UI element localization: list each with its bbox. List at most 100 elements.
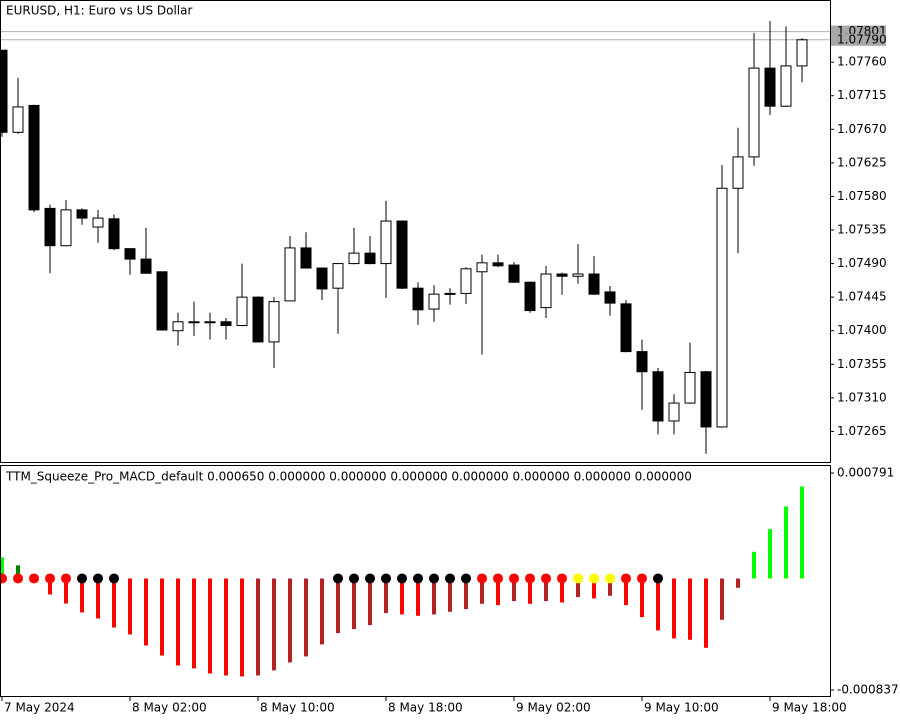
squeeze-dot <box>637 573 647 584</box>
histogram-bar <box>16 565 20 579</box>
histogram-bar <box>576 578 580 598</box>
candle-body <box>716 187 728 428</box>
y-tick-label: 1.07760 <box>837 55 887 69</box>
histogram-bar <box>432 578 436 615</box>
candle-body <box>732 156 744 189</box>
histogram-bar <box>784 506 788 579</box>
histogram-bar <box>672 578 676 639</box>
candle-body <box>28 104 40 211</box>
histogram-bar <box>464 578 468 610</box>
candle-body <box>620 303 632 353</box>
squeeze-dot <box>541 573 551 584</box>
candle-body <box>252 296 264 343</box>
squeeze-dot <box>605 573 615 584</box>
y-tick-label: 1.07445 <box>837 290 887 304</box>
x-tick-label: 9 May 02:00 <box>516 701 591 715</box>
candle-body <box>444 292 456 295</box>
main-panel-frame <box>0 0 831 463</box>
histogram-bar <box>720 578 724 620</box>
candle-body <box>460 268 472 294</box>
candle-body <box>332 263 344 289</box>
squeeze-dot <box>333 573 343 584</box>
x-tick-label: 7 May 2024 <box>4 701 75 715</box>
histogram-bar <box>528 578 532 604</box>
candle-body <box>540 273 552 309</box>
x-tick-label: 8 May 18:00 <box>388 701 463 715</box>
candle-body <box>300 247 312 269</box>
candle-body <box>284 247 296 302</box>
chart-title: EURUSD, H1: Euro vs US Dollar <box>6 4 192 18</box>
squeeze-dot <box>509 573 519 584</box>
histogram-bar <box>208 578 212 674</box>
candle-body <box>396 220 408 289</box>
candle-body <box>508 264 520 283</box>
histogram-bar <box>592 578 596 599</box>
candle-body <box>92 217 104 228</box>
candle-body <box>140 258 152 274</box>
x-tick-label: 9 May 18:00 <box>772 701 847 715</box>
candle-body <box>12 106 24 133</box>
histogram-bar <box>112 578 116 628</box>
histogram-bar <box>416 578 420 616</box>
candle-body <box>124 248 136 260</box>
y-tick-label: 1.07580 <box>837 189 887 203</box>
price-label-box <box>831 33 886 46</box>
y-tick-label: 1.07490 <box>837 256 887 270</box>
histogram-bar <box>224 578 228 676</box>
histogram-bar <box>176 578 180 666</box>
histogram-bar <box>256 578 260 676</box>
histogram-bar <box>608 578 612 596</box>
candle-body <box>652 371 664 422</box>
y-tick-label: 1.07715 <box>837 88 887 102</box>
y-tick-label: -0.000837 <box>837 683 899 697</box>
candle-body <box>492 262 504 267</box>
histogram-bar <box>736 578 740 588</box>
histogram-bar <box>656 578 660 631</box>
histogram-bar <box>192 578 196 669</box>
candle-body <box>380 220 392 265</box>
histogram-bar <box>560 578 564 603</box>
histogram-bar <box>640 578 644 618</box>
squeeze-dot <box>109 573 119 584</box>
indicator-panel-frame <box>0 465 831 697</box>
candle-body <box>76 209 88 219</box>
squeeze-dot <box>93 573 103 584</box>
candle-body <box>204 321 216 324</box>
histogram-bar <box>688 578 692 640</box>
histogram-bar <box>320 578 324 645</box>
candle-body <box>156 271 168 331</box>
squeeze-dot <box>429 573 439 584</box>
squeeze-dot <box>445 573 455 584</box>
squeeze-dot <box>1 573 7 584</box>
squeeze-dot <box>621 573 631 584</box>
candle-body <box>796 39 808 67</box>
candle-body <box>668 402 680 422</box>
y-tick-label: 0.000791 <box>837 466 894 480</box>
histogram-bar <box>336 578 340 634</box>
squeeze-dot <box>365 573 375 584</box>
candle-body <box>60 209 72 247</box>
histogram-bar <box>1 557 4 579</box>
y-tick-label: 1.07355 <box>837 357 887 371</box>
histogram-bar <box>448 578 452 612</box>
histogram-bar <box>288 578 292 663</box>
histogram-bar <box>160 578 164 656</box>
indicator-title: TTM_Squeeze_Pro_MACD_default 0.000650 0.… <box>5 470 692 484</box>
axes: 1.07265 1.07310 1.07355 1.07400 1.07445 1.074… <box>1 24 899 715</box>
histogram-bar <box>512 578 516 602</box>
candle-body <box>636 351 648 373</box>
squeeze-dot <box>61 573 71 584</box>
histogram-bar <box>704 578 708 648</box>
histogram-bar <box>496 578 500 606</box>
squeeze-dot <box>349 573 359 584</box>
squeeze-dot <box>557 573 567 584</box>
x-tick-label: 9 May 10:00 <box>644 701 719 715</box>
candle-body <box>316 267 328 290</box>
candle-body <box>572 273 584 277</box>
squeeze-dot <box>45 573 55 584</box>
price-plot <box>1 21 830 454</box>
squeeze-dot <box>573 573 583 584</box>
squeeze-dot <box>493 573 503 584</box>
y-tick-label: 1.07265 <box>837 424 887 438</box>
